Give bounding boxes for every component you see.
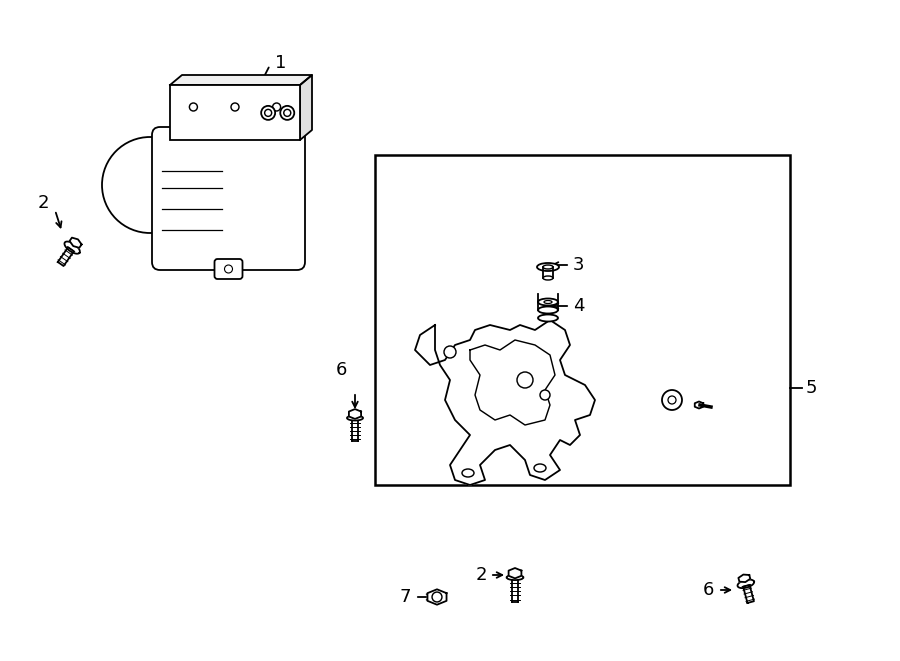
Circle shape (662, 390, 682, 410)
Polygon shape (300, 75, 312, 140)
Circle shape (668, 396, 676, 404)
Circle shape (432, 592, 442, 602)
Polygon shape (738, 574, 751, 582)
Ellipse shape (534, 464, 546, 472)
Text: 2: 2 (38, 194, 50, 212)
Polygon shape (508, 568, 521, 578)
Bar (375, 155, 790, 485)
Text: 5: 5 (806, 379, 817, 397)
Text: 7: 7 (400, 588, 411, 606)
Text: 6: 6 (703, 581, 714, 599)
Polygon shape (415, 320, 595, 485)
Ellipse shape (543, 265, 553, 269)
Circle shape (284, 109, 291, 116)
Polygon shape (349, 409, 361, 419)
Ellipse shape (538, 307, 558, 313)
Polygon shape (428, 590, 446, 605)
Text: 4: 4 (573, 297, 584, 315)
Polygon shape (69, 238, 82, 248)
Text: 1: 1 (275, 54, 286, 72)
Polygon shape (543, 267, 553, 278)
Bar (170, 85, 300, 140)
Polygon shape (737, 580, 754, 588)
Text: 3: 3 (573, 256, 584, 274)
Text: 6: 6 (336, 361, 347, 379)
Ellipse shape (538, 315, 558, 321)
Circle shape (517, 372, 533, 388)
Polygon shape (470, 340, 555, 425)
Ellipse shape (544, 301, 552, 303)
FancyBboxPatch shape (214, 259, 242, 279)
Polygon shape (743, 585, 754, 603)
Ellipse shape (507, 575, 524, 580)
Polygon shape (170, 75, 312, 85)
Circle shape (261, 106, 275, 120)
Polygon shape (65, 241, 80, 254)
Circle shape (540, 390, 550, 400)
Polygon shape (695, 401, 703, 408)
Text: 2: 2 (475, 566, 487, 584)
FancyBboxPatch shape (152, 127, 305, 270)
Ellipse shape (538, 299, 558, 305)
Circle shape (444, 346, 456, 358)
Ellipse shape (462, 469, 474, 477)
Circle shape (280, 106, 294, 120)
Ellipse shape (347, 416, 363, 420)
Circle shape (265, 109, 272, 116)
Ellipse shape (543, 276, 553, 280)
Ellipse shape (537, 263, 559, 271)
Polygon shape (58, 247, 74, 266)
Circle shape (102, 137, 198, 233)
